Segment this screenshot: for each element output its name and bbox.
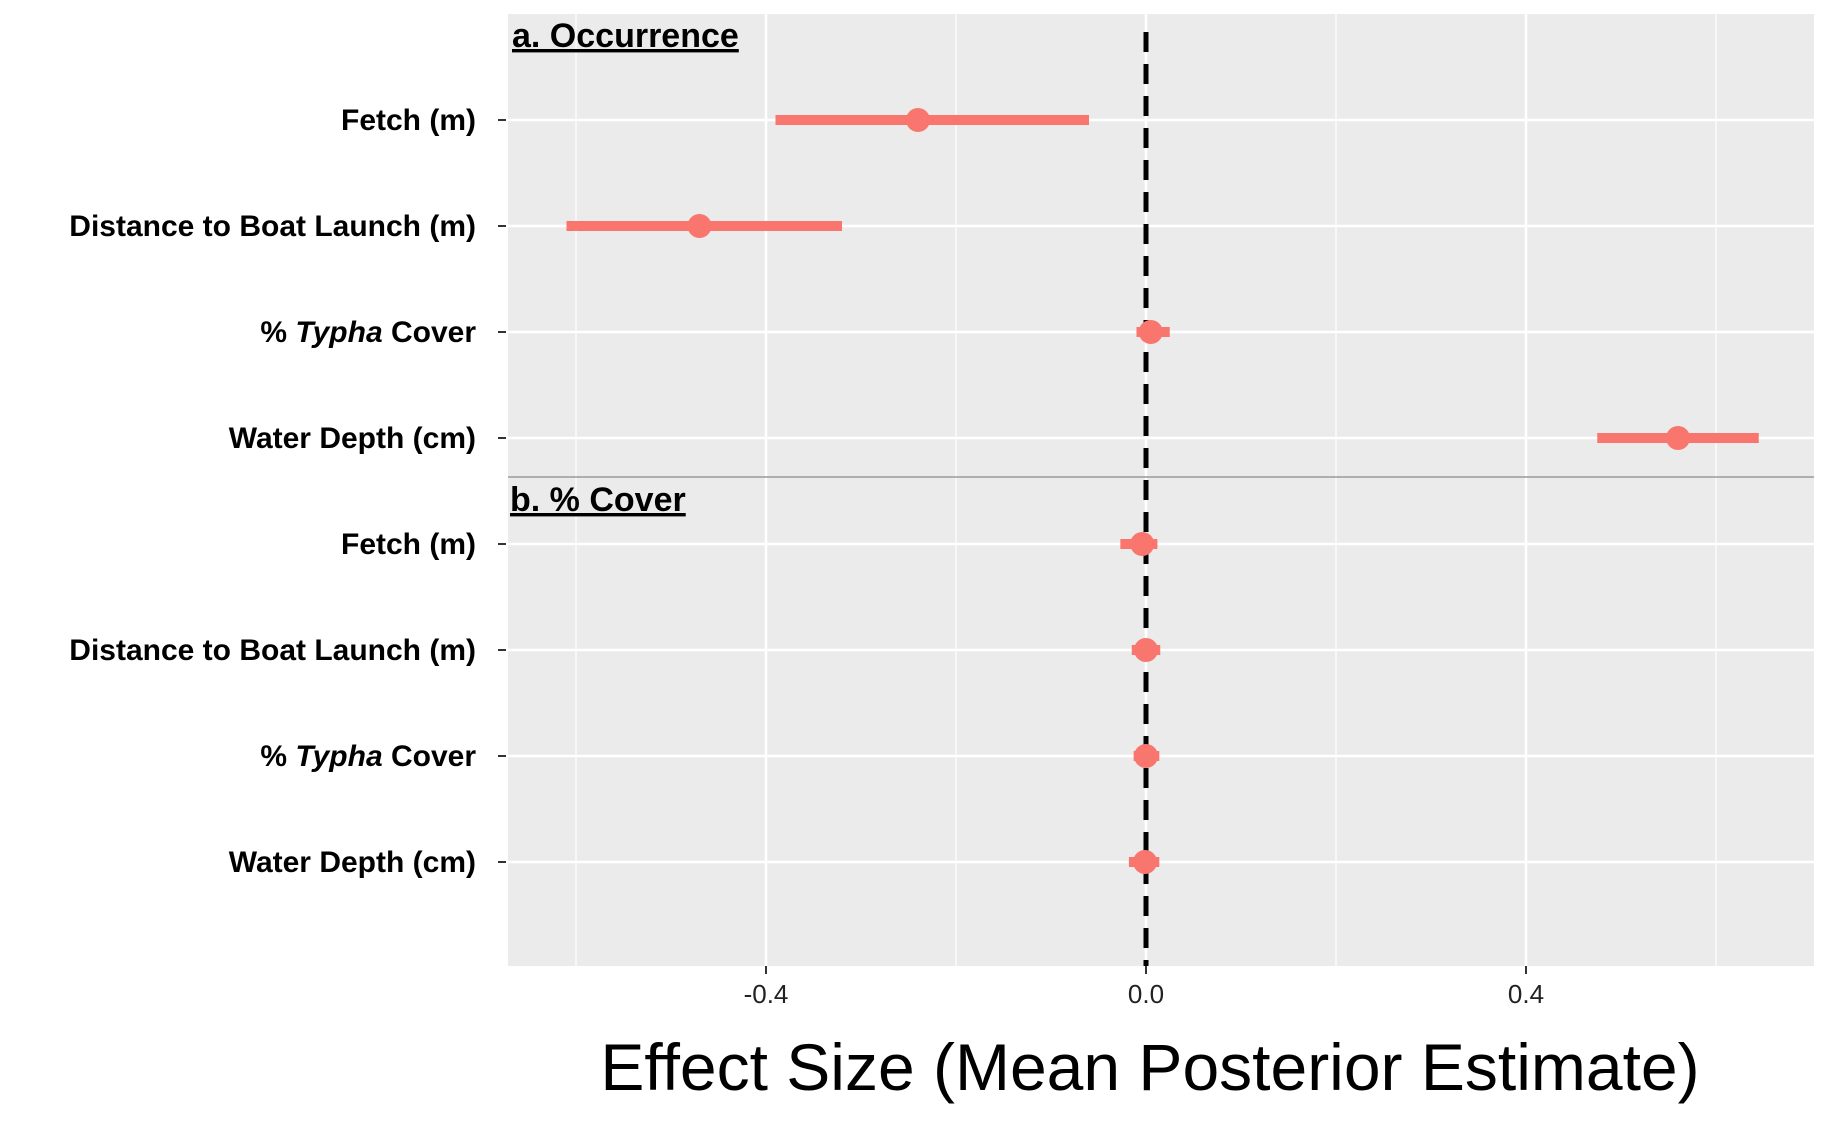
category-label-text: Water Depth (cm) [229,846,476,879]
category-labels: Fetch (m)Distance to Boat Launch (m)% Ty… [69,104,506,879]
estimate-point [1133,850,1158,874]
category-label: Fetch (m) [341,104,476,137]
estimate-point [1666,426,1690,450]
category-label: % Typha Cover [260,316,476,349]
panel-title-a: a. Occurrence [512,17,739,55]
estimate-point [1134,744,1158,768]
panel-title-b: b. % Cover [510,481,686,519]
category-label: % Typha Cover [260,740,476,773]
estimate-point [1130,532,1155,556]
x-tick-label: 0.4 [1508,979,1544,1009]
marks [566,108,1759,874]
category-label: Water Depth (cm) [229,422,476,455]
category-label-italic: Typha [295,316,382,349]
estimate-point [1134,638,1158,662]
category-label-text: Fetch (m) [341,528,476,561]
estimate-point [687,214,712,238]
x-axis-title: Effect Size (Mean Posterior Estimate) [600,1030,1699,1104]
panel-background [508,14,1814,966]
category-label-suffix: Cover [383,740,477,773]
category-label: Fetch (m) [341,528,476,561]
x-axis-ticks: -0.4 0.0 0.4 [744,966,1544,1009]
category-label-text: Fetch (m) [341,104,476,137]
category-label-text: % [260,740,295,773]
estimate-point [1138,320,1163,344]
category-label: Water Depth (cm) [229,846,476,879]
category-label-text: Distance to Boat Launch (m) [69,634,476,667]
x-tick-label: -0.4 [744,979,789,1009]
category-label-suffix: Cover [383,316,477,349]
x-tick-label: 0.0 [1128,979,1164,1009]
category-label-text: % [260,316,295,349]
category-label: Distance to Boat Launch (m) [69,210,476,243]
category-label-text: Water Depth (cm) [229,422,476,455]
category-label: Distance to Boat Launch (m) [69,634,476,667]
estimate-point [906,108,930,132]
category-label-text: Distance to Boat Launch (m) [69,210,476,243]
category-label-italic: Typha [295,740,382,773]
